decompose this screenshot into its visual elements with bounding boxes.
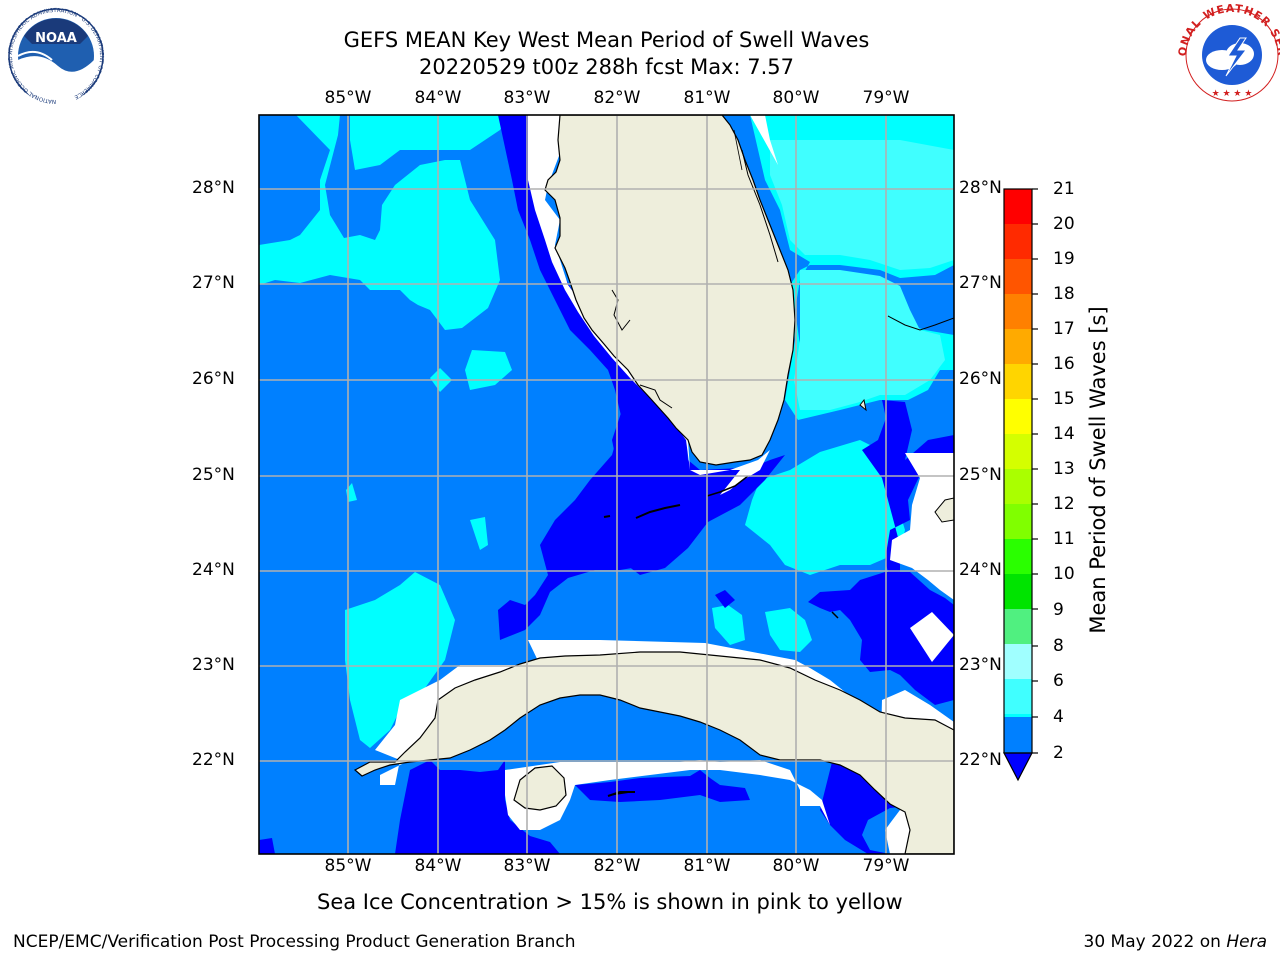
florida-land <box>544 115 796 466</box>
colorbar-tick-label: 16 <box>1053 354 1075 374</box>
map-gridlines <box>259 115 954 854</box>
chart-title: GEFS MEAN Key West Mean Period of Swell … <box>343 28 870 52</box>
colorbar-tick-label: 17 <box>1053 319 1075 339</box>
lon-label-bottom: 84°W <box>414 856 462 876</box>
footer-date: 30 May 2022 on Hera <box>1084 932 1268 952</box>
svg-text:NATIONAL WEATHER SERVICE: NATIONAL WEATHER SERVICE <box>0 0 1280 57</box>
colorbar-tick-label: 12 <box>1053 494 1075 514</box>
lon-label-bottom: 80°W <box>772 856 820 876</box>
lat-label-left: 28°N <box>192 178 235 198</box>
colorbar-tick-label: 13 <box>1053 459 1075 479</box>
lat-label-right: 25°N <box>959 465 1002 485</box>
colorbar-under-arrow <box>1003 752 1033 782</box>
colorbar-tick-label: 19 <box>1053 249 1075 269</box>
lon-label-top: 81°W <box>683 88 731 108</box>
lon-label-bottom: 85°W <box>324 856 372 876</box>
lat-label-left: 23°N <box>192 655 235 675</box>
lon-label-bottom: 81°W <box>683 856 731 876</box>
noaa-logo-icon: NOAA NATIONAL OCEANIC AND ATMOSPHERIC AD… <box>8 8 104 106</box>
lat-label-left: 22°N <box>192 750 235 770</box>
lon-label-top: 84°W <box>414 88 462 108</box>
lon-label-top: 85°W <box>324 88 372 108</box>
colorbar-tick-label: 4 <box>1053 707 1064 727</box>
lon-label-bottom: 82°W <box>593 856 641 876</box>
colorbar-tick-label: 2 <box>1053 743 1064 763</box>
lon-label-top: 82°W <box>593 88 641 108</box>
lat-label-right: 23°N <box>959 655 1002 675</box>
lat-label-left: 25°N <box>192 465 235 485</box>
colorbar-tick-label: 15 <box>1053 389 1075 409</box>
footer-credit: NCEP/EMC/Verification Post Processing Pr… <box>13 932 576 952</box>
map-frame <box>258 114 955 855</box>
chart-subtitle: 20220529 t00z 288h fcst Max: 7.57 <box>419 55 794 79</box>
lon-label-bottom: 83°W <box>503 856 551 876</box>
colorbar-tick-label: 9 <box>1053 600 1064 620</box>
ocean-layer-lt2 <box>259 115 954 854</box>
lat-label-right: 26°N <box>959 369 1002 389</box>
svg-text:★ ★ ★ ★: ★ ★ ★ ★ <box>1212 89 1253 99</box>
colorbar-label: Mean Period of Swell Waves [s] <box>1086 306 1110 634</box>
lat-label-right: 24°N <box>959 560 1002 580</box>
colorbar-tick-label: 21 <box>1053 179 1075 199</box>
footer-system: Hera <box>1226 932 1267 952</box>
footer-date-text: 30 May 2022 on <box>1083 932 1221 952</box>
lon-label-bottom: 79°W <box>862 856 910 876</box>
colorbar-tick-label: 14 <box>1053 424 1075 444</box>
colorbar-tick-label: 11 <box>1053 529 1075 549</box>
lon-label-top: 79°W <box>862 88 910 108</box>
colorbar-tick-label: 8 <box>1053 636 1064 656</box>
lat-label-left: 27°N <box>192 273 235 293</box>
lon-label-top: 80°W <box>772 88 820 108</box>
lat-label-right: 22°N <box>959 750 1002 770</box>
colorbar-tick-label: 18 <box>1053 284 1075 304</box>
colorbar-tick-label: 20 <box>1053 214 1075 234</box>
sea-ice-note: Sea Ice Concentration > 15% is shown in … <box>317 890 903 914</box>
lat-label-right: 28°N <box>959 178 1002 198</box>
nws-ring-text: NATIONAL WEATHER SERVICE <box>0 0 1280 57</box>
colorbar-tick-label: 10 <box>1053 564 1075 584</box>
florida-coast-detail <box>741 149 779 263</box>
nws-logo-icon: NATIONAL WEATHER SERVICE ★ ★ ★ ★ <box>0 0 1280 102</box>
noaa-logo-text: NOAA <box>35 31 77 46</box>
colorbar-tick-label: 6 <box>1053 671 1064 691</box>
ocean-layer-6-8 <box>770 140 954 410</box>
lat-label-right: 27°N <box>959 273 1002 293</box>
lat-label-left: 24°N <box>192 560 235 580</box>
florida-keys <box>706 475 749 497</box>
lon-label-top: 83°W <box>503 88 551 108</box>
colorbar <box>1003 188 1038 782</box>
map-area <box>259 115 954 854</box>
lat-label-left: 26°N <box>192 369 235 389</box>
